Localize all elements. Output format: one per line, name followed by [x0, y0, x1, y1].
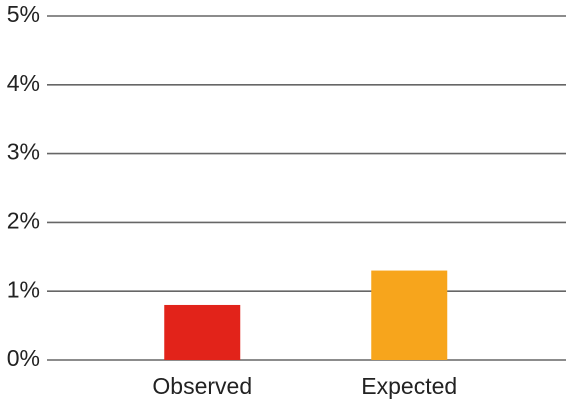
x-tick-label: Observed	[152, 373, 252, 399]
y-tick-label: 2%	[7, 207, 40, 233]
y-tick-label: 5%	[7, 1, 40, 27]
y-tick-label: 3%	[7, 139, 40, 165]
x-tick-label: Expected	[361, 373, 457, 399]
bar	[371, 270, 448, 360]
y-tick-label: 4%	[7, 70, 40, 96]
bar	[164, 304, 241, 360]
y-tick-label: 1%	[7, 276, 40, 302]
y-tick-label: 0%	[7, 345, 40, 371]
